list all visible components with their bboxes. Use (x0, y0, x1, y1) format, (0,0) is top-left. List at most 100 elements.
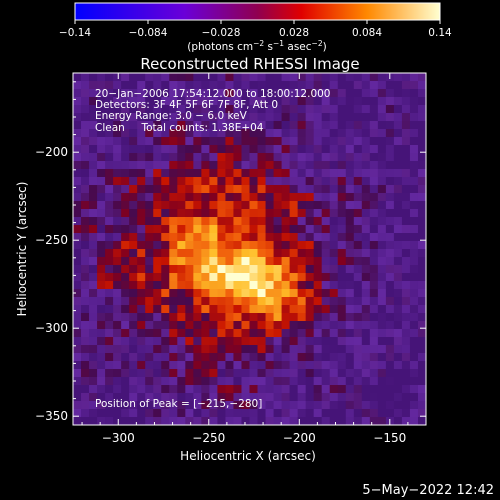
heatmap-cell (369, 73, 379, 82)
heatmap-cell (97, 129, 106, 138)
heatmap-cell (361, 345, 371, 354)
heatmap-cell (273, 297, 283, 306)
heatmap-cell (105, 393, 114, 402)
heatmap-cell (89, 337, 98, 346)
heatmap-cell (81, 345, 90, 354)
heatmap-cell (297, 313, 307, 322)
heatmap-cell (321, 321, 331, 330)
heatmap-cell (417, 329, 426, 338)
heatmap-cell (281, 97, 291, 106)
heatmap-cell (393, 353, 403, 362)
heatmap-cell (401, 353, 411, 362)
heatmap-cell (81, 217, 90, 226)
heatmap-cell (273, 369, 283, 378)
heatmap-cell (81, 201, 90, 210)
heatmap-cell (137, 193, 146, 202)
heatmap-cell (273, 161, 283, 170)
heatmap-cell (89, 89, 98, 98)
heatmap-cell (417, 113, 426, 122)
heatmap-cell (361, 385, 371, 394)
heatmap-cell (417, 321, 426, 330)
heatmap-cell (97, 121, 106, 130)
heatmap-cell (105, 337, 114, 346)
heatmap-cell (217, 369, 227, 378)
heatmap-cell (297, 201, 307, 210)
heatmap-cell (129, 401, 138, 410)
heatmap-cell (201, 377, 210, 386)
heatmap-cell (401, 249, 411, 258)
heatmap-cell (169, 401, 178, 410)
heatmap-cell (401, 401, 411, 410)
heatmap-cell (89, 161, 98, 170)
heatmap-cell (401, 137, 411, 146)
heatmap-cell (217, 89, 227, 98)
heatmap-cell (113, 249, 122, 258)
heatmap-cell (113, 193, 122, 202)
heatmap-cell (73, 209, 82, 218)
heatmap-cell (321, 145, 331, 154)
heatmap-cell (321, 361, 331, 370)
heatmap-cell (329, 129, 339, 138)
heatmap-cell (121, 121, 130, 130)
heatmap-cell (265, 281, 275, 290)
heatmap-cell (129, 201, 138, 210)
heatmap-cell (193, 201, 202, 210)
heatmap-cell (321, 137, 331, 146)
heatmap-cell (145, 209, 154, 218)
heatmap-cell (105, 249, 114, 258)
heatmap-cell (289, 329, 299, 338)
heatmap-cell (193, 233, 202, 242)
heatmap-cell (401, 257, 411, 266)
heatmap-cell (409, 377, 419, 386)
heatmap-cell (137, 153, 146, 162)
heatmap-cell (81, 273, 90, 282)
heatmap-cell (185, 81, 194, 90)
heatmap-cell (353, 113, 363, 122)
heatmap-cell (329, 145, 339, 154)
heatmap-cell (257, 377, 267, 386)
heatmap-cell (249, 185, 259, 194)
heatmap-cell (313, 217, 323, 226)
heatmap-cell (169, 169, 178, 178)
heatmap-cell (161, 97, 170, 106)
heatmap-cell (385, 81, 395, 90)
heatmap-cell (369, 233, 379, 242)
heatmap-cell (105, 89, 114, 98)
heatmap-cell (393, 169, 403, 178)
heatmap-cell (369, 369, 379, 378)
heatmap-cell (129, 361, 138, 370)
heatmap-cell (257, 185, 267, 194)
heatmap-cell (161, 225, 170, 234)
heatmap-cell (345, 233, 355, 242)
heatmap-cell (385, 145, 395, 154)
heatmap-cell (273, 337, 283, 346)
heatmap-cell (353, 361, 363, 370)
heatmap-cell (305, 313, 315, 322)
heatmap-cell (345, 257, 355, 266)
heatmap-cell (105, 185, 114, 194)
heatmap-cell (217, 153, 227, 162)
heatmap-cell (345, 81, 355, 90)
heatmap-cell (225, 225, 235, 234)
heatmap-cell (193, 297, 202, 306)
heatmap-cell (97, 321, 106, 330)
heatmap-cell (201, 393, 210, 402)
heatmap-cell (305, 297, 315, 306)
heatmap-cell (97, 145, 106, 154)
heatmap-cell (145, 385, 154, 394)
heatmap-cell (393, 409, 403, 418)
heatmap-cell (241, 313, 251, 322)
heatmap-cell (161, 329, 170, 338)
heatmap-cell (177, 249, 186, 258)
heatmap-cell (265, 105, 275, 114)
heatmap-cell (321, 225, 331, 234)
heatmap-cell (193, 113, 202, 122)
heatmap-cell (97, 345, 106, 354)
heatmap-cell (417, 257, 426, 266)
colorbar (74, 2, 441, 21)
heatmap-cell (417, 169, 426, 178)
heatmap-cell (249, 225, 259, 234)
colorbar-tick-label: 0.14 (428, 27, 452, 39)
heatmap-cell (153, 233, 162, 242)
heatmap-cell (97, 217, 106, 226)
